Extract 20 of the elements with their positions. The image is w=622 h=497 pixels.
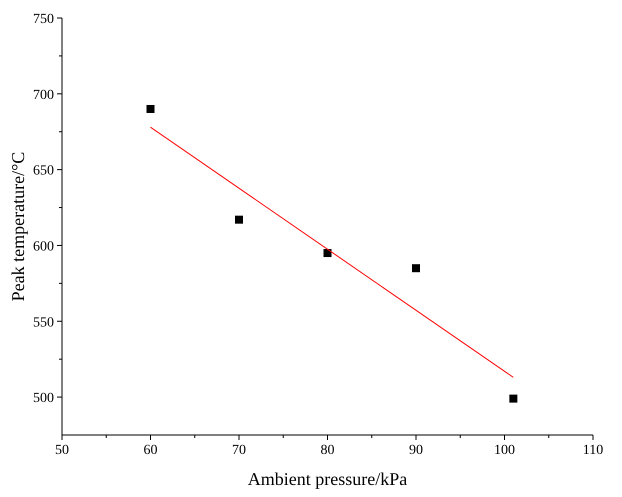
point — [146, 104, 154, 113]
x-tick-label: 50 — [55, 443, 69, 458]
x-tick-label: 100 — [494, 443, 515, 458]
y-axis-title: Peak temperature/°C — [8, 152, 28, 302]
y-tick-label: 700 — [33, 88, 54, 103]
y-tick-label: 650 — [33, 164, 54, 179]
x-tick-label: 90 — [409, 443, 423, 458]
y-tick-label: 750 — [33, 12, 54, 27]
y-tick-label: 550 — [33, 315, 54, 330]
y-tick-label: 500 — [33, 391, 54, 406]
x-tick-label: 110 — [582, 443, 604, 458]
point — [324, 249, 332, 258]
x-tick-label: 80 — [320, 443, 334, 458]
x-axis-title: Ambient pressure/kPa — [248, 469, 408, 489]
point — [509, 394, 518, 403]
y-tick-label: 600 — [33, 239, 54, 254]
x-tick-label: 60 — [144, 443, 158, 458]
x-tick-label: 70 — [232, 443, 246, 458]
point — [412, 264, 420, 272]
point — [235, 216, 243, 224]
